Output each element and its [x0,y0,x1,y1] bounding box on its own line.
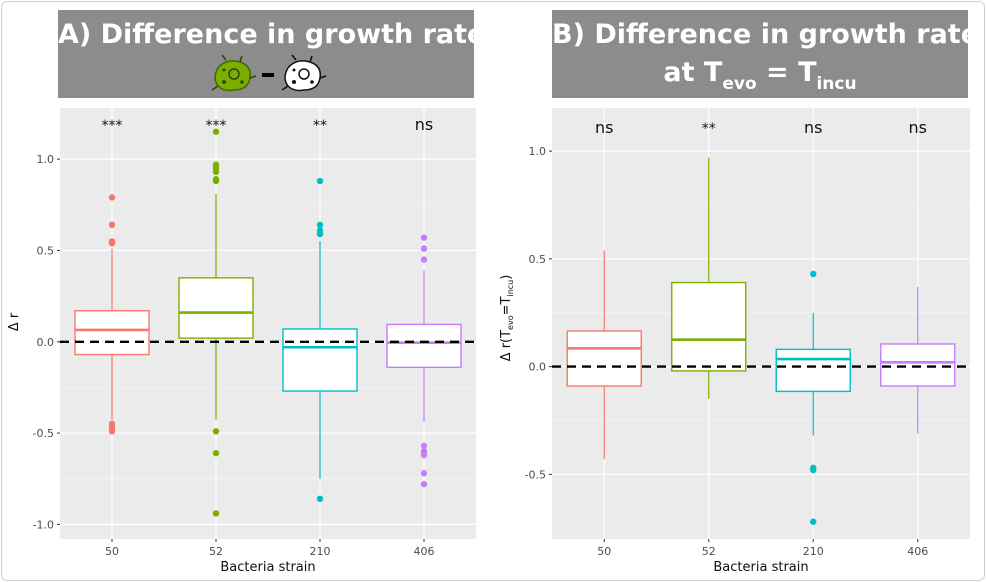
outlier-point [212,449,220,457]
box-406 [880,343,956,387]
minus-sign [262,73,274,77]
outlier-point [212,168,220,176]
x-axis-title: Bacteria strain [220,560,315,575]
x-tick-label: 50 [105,545,119,558]
significance-label: ns [804,118,822,137]
outlier-point [810,270,817,278]
outlier-point [108,239,116,247]
x-tick-label: 406 [907,545,928,558]
outlier-point [316,495,324,503]
y-tick-label: -0.5 [33,427,54,440]
outlier-point [420,256,428,263]
outlier-point [108,194,116,201]
significance-label: *** [102,118,123,134]
y-tick-label: 0.0 [37,336,55,349]
outlier-point [420,481,428,488]
y-tick-label: 1.0 [37,153,55,166]
plot-background [552,108,970,539]
outlier-point [810,466,817,474]
box-50 [566,330,642,387]
outlier-point [420,451,428,459]
outlier-point [420,245,428,252]
outlier-point [108,428,116,435]
significance-label: ** [702,121,716,137]
chart-b: -0.5 0.0 0.5 1.0 50 52 210 406 ns ** ns ns Bacteria … [499,108,970,575]
outlier-point [316,177,324,185]
x-tick-label: 210 [310,545,331,558]
y-tick-label: -0.5 [525,468,546,481]
significance-label: ns [415,115,433,134]
x-tick-label: 210 [803,545,824,558]
outlier-point [212,428,220,435]
box-52 [671,281,747,372]
y-tick-label: -1.0 [33,518,54,531]
ancestral-bacterium-icon [281,54,327,92]
panel-a: A) Difference in growth rate [0,0,490,582]
x-tick-label: 52 [209,545,223,558]
y-tick-label: 0.0 [529,361,547,374]
x-tick-label: 50 [597,545,611,558]
x-tick-label: 52 [702,545,716,558]
outlier-point [316,230,324,238]
outlier-point [810,518,817,525]
panel-b: B) Difference in growth rate at Tevo = T… [496,0,986,582]
outlier-point [212,128,220,135]
outlier-point [420,442,428,450]
y-tick-label: 0.5 [37,244,55,257]
y-tick-label: 1.0 [529,145,547,158]
y-tick-label: 0.5 [529,253,547,266]
panel-a-title-box: A) Difference in growth rate [58,10,486,98]
box-210 [775,348,851,393]
outlier-point [108,221,116,229]
significance-label: ns [909,118,927,137]
y-axis-title: Δ r(Tevo=Tincu) [499,275,515,362]
outlier-point [316,221,324,229]
box-210 [282,328,358,392]
bacteria-comparison [58,54,474,94]
outlier-point [420,234,428,241]
outlier-point [420,470,428,477]
panel-b-title-line1: B) Difference in growth rate [552,19,980,50]
evolved-bacterium-icon [211,54,257,92]
outlier-point [212,510,220,517]
box-406 [386,323,462,369]
panel-a-title: A) Difference in growth rate [58,19,486,50]
bacteria-icons [211,54,327,92]
y-axis-title: Δ r [7,312,22,331]
significance-label: ** [313,118,327,134]
chart-a: -1.0-0.50.00.51.050 52 210 406*** *** ** nsBac… [7,108,476,575]
x-tick-label: 406 [414,545,435,558]
significance-label: ns [595,118,613,137]
significance-label: *** [206,118,227,134]
x-axis-title: Bacteria strain [713,560,808,575]
box-52 [178,277,254,339]
box-50 [74,310,150,356]
panel-b-title-line2: at Tevo = Tincu [663,57,857,94]
outlier-point [212,177,220,185]
panel-b-title-box: B) Difference in growth rate at Tevo = T… [552,10,980,98]
